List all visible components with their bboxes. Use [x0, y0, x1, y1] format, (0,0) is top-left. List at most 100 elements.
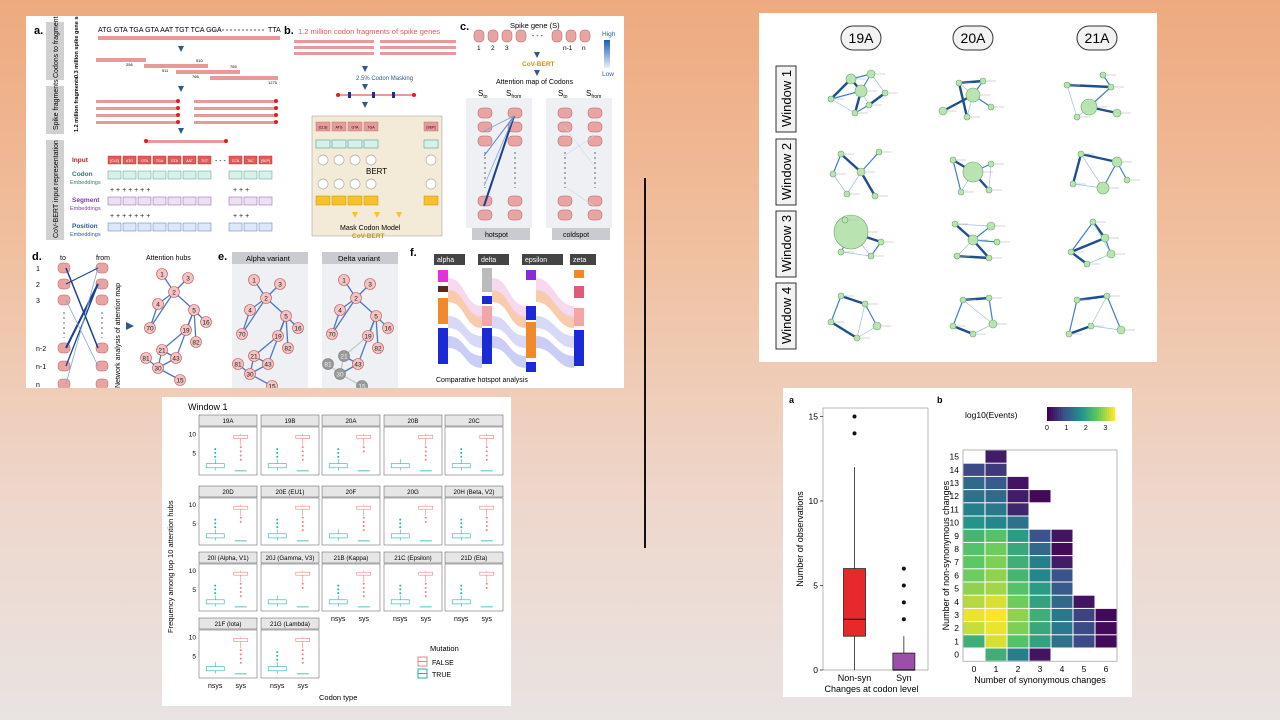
hub-node [280, 310, 292, 322]
heatmap-cell [985, 450, 1007, 463]
heatmap-legend-swatch [1095, 407, 1098, 421]
hub-node-label: 2 [354, 296, 358, 303]
outlier-true [460, 526, 463, 529]
heatmap-legend-tick: 0 [1045, 425, 1049, 432]
hub-node [190, 336, 202, 348]
hub-node-label: 5 [192, 308, 196, 315]
input-token-box [258, 155, 273, 165]
heatmap-ytick: 11 [950, 504, 959, 514]
facet-strip [383, 551, 443, 564]
outlier-true [276, 651, 279, 654]
outlier-true [337, 584, 340, 587]
hub-node-label: 81 [324, 362, 332, 369]
network-edge [952, 299, 964, 327]
heatmap-legend-swatch [1081, 407, 1084, 421]
box-false [295, 571, 311, 576]
embedding-token-box [137, 170, 152, 180]
outlier-true [337, 455, 340, 458]
heatmap-xlabel: Number of synonymous changes [974, 675, 1106, 685]
network-node [861, 300, 869, 308]
panel-f-letter: f. [410, 247, 417, 259]
facet-strip-label: 20B [407, 418, 418, 425]
outlier-true [214, 526, 217, 529]
heatmap-legend-swatch [1075, 407, 1078, 421]
hub-node [200, 316, 212, 328]
box-plot-area [822, 407, 929, 671]
network-node [953, 252, 961, 260]
heatmap-cell [963, 635, 985, 648]
facet-strip [321, 485, 381, 498]
hub-node [144, 322, 156, 334]
f-variant-label: delta [481, 257, 496, 264]
heatmap-cell [1029, 529, 1051, 542]
outlier-true [399, 588, 402, 591]
f-variant-label: zeta [573, 257, 586, 264]
outlier-false [362, 446, 365, 449]
facet-xtick: sys [236, 683, 247, 690]
window-row-label: Window 1 [779, 70, 794, 127]
hub-node-label: 5 [284, 314, 288, 321]
f-flow [536, 316, 574, 348]
a-num-1: 256 [126, 62, 133, 67]
outlier-false [301, 661, 304, 664]
outlier-true [460, 522, 463, 525]
heatmap-cell [1029, 542, 1051, 556]
window-row-label: Window 2 [779, 143, 794, 200]
a-num-4: 765 [230, 64, 237, 69]
facet-strip [260, 485, 320, 498]
variant-header-label: 20A [961, 30, 987, 46]
d-side-label: Network analysis of attention map [115, 283, 122, 388]
outlier-true [460, 451, 463, 454]
bert-token-box [331, 121, 347, 132]
input-token: TAC [247, 159, 254, 163]
box-true [267, 666, 287, 672]
hub-node-label: 19 [274, 334, 282, 341]
codon-block [557, 107, 573, 119]
embedding-token-box [258, 222, 273, 232]
heatmap-legend-swatch [1055, 407, 1058, 421]
hub-edge [331, 297, 357, 335]
d-to: to [60, 255, 66, 262]
outlier-false [301, 586, 304, 589]
box-category-label: Non-syn [838, 673, 872, 683]
network-node [1087, 322, 1095, 330]
outlier-false [301, 653, 304, 656]
heatmap-cell [963, 490, 985, 503]
outlier-false [362, 586, 365, 589]
heatmap-cell [1029, 490, 1051, 503]
a-row-codon: Codon [72, 171, 93, 178]
outlier-false [485, 446, 488, 449]
f-flow [492, 336, 526, 368]
network-edge [1080, 153, 1104, 189]
heatmap-ytick: 0 [954, 650, 959, 660]
heatmap-legend-swatch [1079, 407, 1082, 421]
outlier-true [276, 526, 279, 529]
embedding-token-box [258, 196, 273, 206]
heatmap-cell [1007, 529, 1029, 542]
hub-node [272, 330, 284, 342]
box-false [479, 435, 495, 439]
box-true [267, 599, 287, 605]
box-false [233, 435, 249, 439]
codon-block [477, 135, 493, 147]
heatmap-cell [1007, 622, 1029, 635]
boxplot-facet-figure: Window 1 Frequency among top 10 attentio… [162, 397, 511, 706]
codon-block [507, 107, 523, 119]
facet-strip [444, 551, 504, 564]
facet-strip-label: 21C (Epsilon) [394, 555, 432, 562]
embedding-token-box [182, 222, 197, 232]
facet-strip [260, 551, 320, 564]
hub-node [364, 278, 376, 290]
embedding-token-box [243, 170, 258, 180]
box-false [356, 435, 372, 439]
box-false [418, 435, 434, 439]
outlier-false [301, 516, 304, 519]
network-node [1107, 83, 1115, 91]
hub-node-label: 1 [252, 278, 256, 285]
heatmap-cell [1029, 635, 1051, 648]
d-row-label: n [36, 382, 40, 388]
facet-xtick: sys [359, 616, 370, 623]
outlier-false [239, 446, 242, 449]
heatmap-cell [1007, 648, 1029, 661]
hub-node-label: 19 [182, 328, 190, 335]
